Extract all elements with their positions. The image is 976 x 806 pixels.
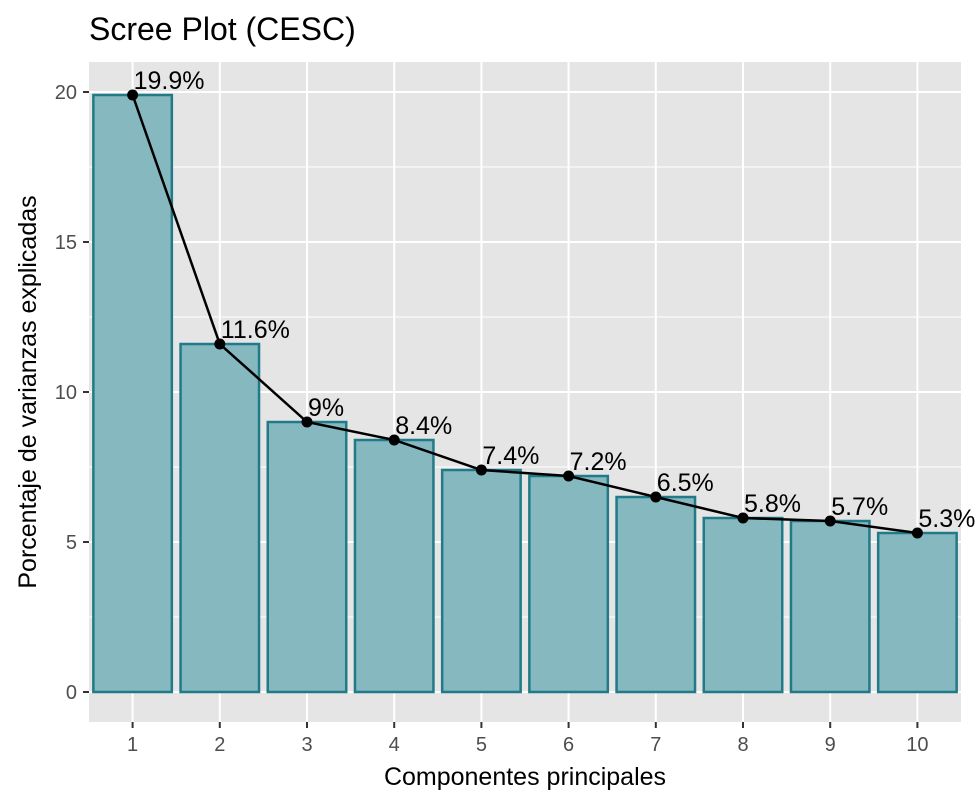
x-tick-label: 3 xyxy=(301,734,312,756)
x-tick-label: 2 xyxy=(214,734,225,756)
bar-component-10 xyxy=(876,531,958,694)
bar-component-8 xyxy=(702,516,784,694)
x-tick-label: 8 xyxy=(737,734,748,756)
y-tick-label: 0 xyxy=(66,682,77,704)
data-label-component-1: 19.9% xyxy=(134,67,205,95)
x-tick-label: 7 xyxy=(650,734,661,756)
y-tick-label: 5 xyxy=(66,532,77,554)
x-tick-label: 9 xyxy=(825,734,836,756)
bar-component-4 xyxy=(353,438,435,694)
bar-component-9 xyxy=(789,519,871,694)
point-component-9 xyxy=(824,515,836,527)
bar-component-3 xyxy=(266,420,348,694)
point-component-10 xyxy=(911,527,923,539)
bar-component-7 xyxy=(615,495,697,694)
bar-component-5 xyxy=(440,468,522,694)
point-component-8 xyxy=(737,512,749,524)
axes: 0 5 10 15 20 1 2 3 4 5 6 7 8 9 10 xyxy=(55,82,929,756)
data-label-component-6: 7.2% xyxy=(570,448,627,476)
y-axis-title: Porcentaje de varianzas explicadas xyxy=(14,195,42,588)
point-component-1 xyxy=(127,89,139,101)
y-tick-label: 20 xyxy=(55,82,77,104)
x-tick-label: 4 xyxy=(389,734,400,756)
point-component-4 xyxy=(388,434,400,446)
x-tick-label: 1 xyxy=(127,734,138,756)
data-label-component-7: 6.5% xyxy=(657,469,714,497)
point-component-2 xyxy=(214,338,226,350)
y-tick-label: 15 xyxy=(55,232,77,254)
x-axis-title: Componentes principales xyxy=(384,763,666,791)
point-component-7 xyxy=(650,491,662,503)
data-label-component-9: 5.7% xyxy=(831,493,888,521)
bars xyxy=(92,93,958,694)
data-labels: 19.9% 11.6% 9% 8.4% 7.4% 7.2% 6.5% 5.8% 5.7% 5.3% xyxy=(134,67,976,533)
point-component-6 xyxy=(563,470,575,482)
data-label-component-5: 7.4% xyxy=(482,442,539,470)
data-label-component-8: 5.8% xyxy=(744,490,801,518)
x-tick-label: 6 xyxy=(563,734,574,756)
data-label-component-2: 11.6% xyxy=(221,316,290,344)
data-label-component-10: 5.3% xyxy=(918,505,975,533)
point-component-3 xyxy=(301,416,313,428)
scree-line xyxy=(127,89,923,539)
data-label-component-3: 9% xyxy=(308,394,344,422)
chart-title: Scree Plot (CESC) xyxy=(89,11,356,47)
scree-polyline xyxy=(131,94,918,535)
y-tick-label: 10 xyxy=(55,382,77,404)
x-tick-label: 5 xyxy=(476,734,487,756)
bar-component-6 xyxy=(528,474,610,694)
point-component-5 xyxy=(475,464,487,476)
x-tick-label: 10 xyxy=(906,734,928,756)
bar-component-2 xyxy=(179,342,261,694)
data-label-component-4: 8.4% xyxy=(395,412,452,440)
bar-component-1 xyxy=(92,93,174,694)
